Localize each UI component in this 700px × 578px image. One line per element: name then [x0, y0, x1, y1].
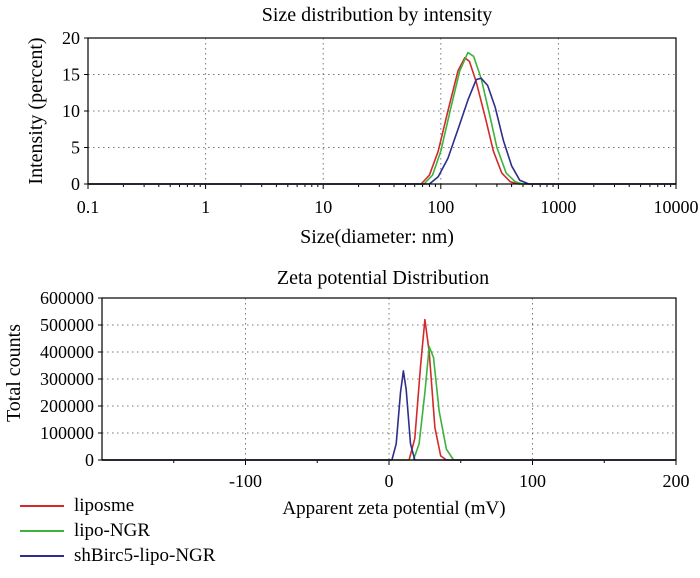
- legend-item-liposme: liposme: [20, 493, 215, 518]
- size-tick-labels: 0.1 1 10 100 1000 10000 0 5 10 15 20: [62, 28, 699, 217]
- size-plot-frame: [87, 37, 677, 185]
- zeta-x-tick-label-100: 100: [519, 471, 546, 491]
- zeta-plot-frame: [101, 297, 677, 461]
- size-y-tick-label-5: 5: [71, 138, 80, 158]
- zeta-series-lipo-ngr: [102, 345, 676, 461]
- zeta-potential-chart: Zeta potential Distribution -100 0 100 2000…: [3, 267, 690, 519]
- legend: liposme lipo-NGR shBirc5-lipo-NGR: [20, 493, 215, 568]
- legend-item-lipo-ngr: lipo-NGR: [20, 518, 215, 543]
- zeta-x-tick-label-0: 0: [385, 471, 394, 491]
- zeta-x-tick-label-200: 200: [663, 471, 690, 491]
- size-x-tick-label-0-1: 0.1: [77, 197, 100, 217]
- zeta-y-tick-label-0: 0: [85, 450, 94, 470]
- zeta-x-tick-label-100: -100: [229, 471, 262, 491]
- legend-swatch-liposme: [20, 504, 64, 507]
- zeta-y-tick-label-400000: 400000: [40, 342, 94, 362]
- zeta-y-tick-label-300000: 300000: [40, 369, 94, 389]
- size-y-tick-label-20: 20: [62, 28, 80, 48]
- size-y-tick-label-15: 15: [62, 65, 80, 85]
- zeta-gridlines: [102, 298, 676, 460]
- legend-label-shbirc5-lipo-ngr: shBirc5-lipo-NGR: [74, 544, 216, 566]
- zeta-y-tick-label-200000: 200000: [40, 396, 94, 416]
- zeta-chart-title: Zeta potential Distribution: [277, 267, 489, 289]
- zeta-series: [102, 318, 676, 461]
- legend-label-liposme: liposme: [74, 494, 135, 516]
- size-series-lipo-ngr: [88, 51, 676, 185]
- size-ticks: [84, 37, 677, 189]
- size-y-tick-label-10: 10: [62, 101, 80, 121]
- zeta-y-tick-label-100000: 100000: [40, 423, 94, 443]
- legend-item-shbirc5-lipo-ngr: shBirc5-lipo-NGR: [20, 543, 215, 568]
- size-y-tick-label-0: 0: [71, 174, 80, 194]
- size-series-liposme: [88, 56, 676, 185]
- size-series-shbirc5-lipo-ngr: [88, 77, 676, 185]
- zeta-x-axis-label: Apparent zeta potential (mV): [282, 498, 505, 519]
- zeta-y-tick-label-600000: 600000: [40, 288, 94, 308]
- size-x-tick-label-10000: 10000: [654, 197, 699, 217]
- size-y-axis-label: Intensity (percent): [25, 37, 47, 184]
- size-gridlines: [88, 38, 676, 184]
- size-x-tick-label-1000: 1000: [540, 197, 576, 217]
- legend-swatch-lipo-ngr: [20, 529, 64, 532]
- zeta-y-tick-label-500000: 500000: [40, 315, 94, 335]
- zeta-series-shbirc5-lipo-ngr: [102, 370, 676, 461]
- size-series: [88, 51, 676, 185]
- legend-label-lipo-ngr: lipo-NGR: [74, 519, 150, 541]
- size-chart-title: Size distribution by intensity: [262, 4, 493, 26]
- size-x-tick-label-100: 100: [427, 197, 454, 217]
- zeta-tick-labels: -100 0 100 200 0 100000 200000 300000 400000 5000…: [40, 288, 690, 491]
- zeta-ticks: [98, 297, 677, 465]
- size-x-axis-label: Size(diameter: nm): [300, 226, 454, 248]
- size-x-tick-label-1: 1: [201, 197, 210, 217]
- size-x-tick-label-10: 10: [314, 197, 332, 217]
- legend-swatch-shbirc5-lipo-ngr: [20, 554, 64, 557]
- size-distribution-chart: Size distribution by intensity 0.1 1 10 100…: [25, 4, 699, 248]
- zeta-y-axis-label: Total counts: [3, 324, 25, 422]
